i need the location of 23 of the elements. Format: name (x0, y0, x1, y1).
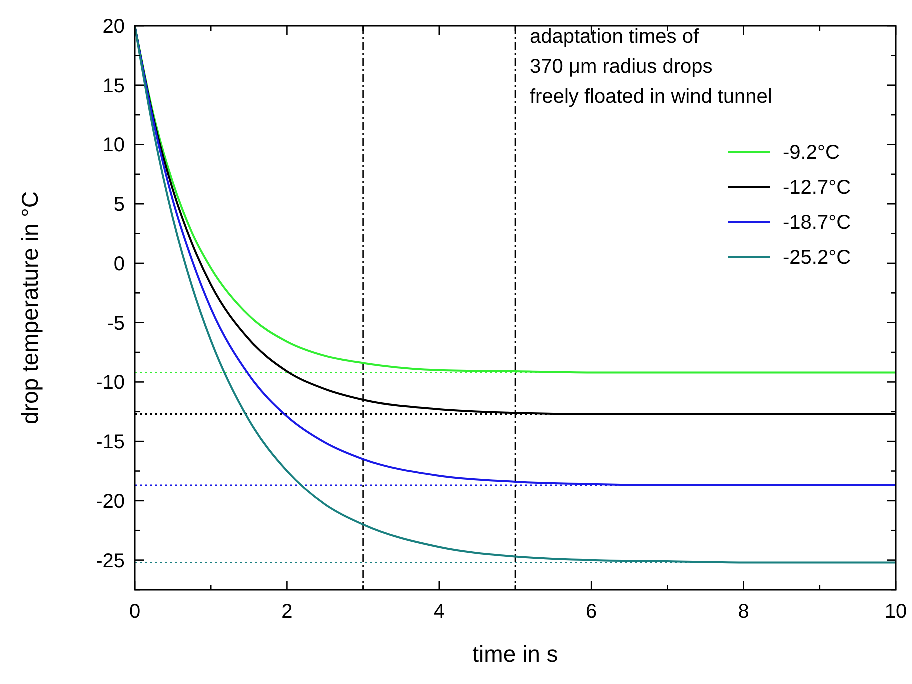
y-tick-label: 20 (102, 16, 125, 38)
y-tick-label: 15 (102, 75, 125, 98)
y-tick-label: -20 (96, 490, 125, 513)
y-tick-label: 0 (114, 253, 125, 276)
x-tick-label: 4 (434, 601, 445, 623)
legend-title: adaptation times of 370 μm radius drops freely floated in wind tunnel (530, 26, 772, 108)
y-tick-label: 10 (102, 134, 125, 157)
legend-label: -9.2°C (783, 142, 840, 164)
y-tick-label: -10 (96, 372, 125, 394)
x-tick-label: 10 (884, 601, 908, 623)
x-tick-label: 2 (282, 601, 293, 623)
y-tick-label: -15 (96, 432, 125, 454)
y-tick-label: 5 (114, 194, 125, 216)
legend-label: -12.7°C (783, 177, 852, 199)
x-tick-label: 0 (129, 601, 141, 623)
legend-label: -18.7°C (783, 212, 852, 234)
y-tick-label: -25 (96, 550, 125, 572)
legend-label: -25.2°C (783, 247, 852, 269)
x-tick-label: 6 (586, 601, 598, 623)
x-axis-title: time in s (472, 641, 558, 667)
y-axis-title: drop temperature in °C (17, 192, 43, 424)
x-tick-label: 8 (738, 601, 750, 623)
y-tick-label: -5 (107, 312, 125, 335)
